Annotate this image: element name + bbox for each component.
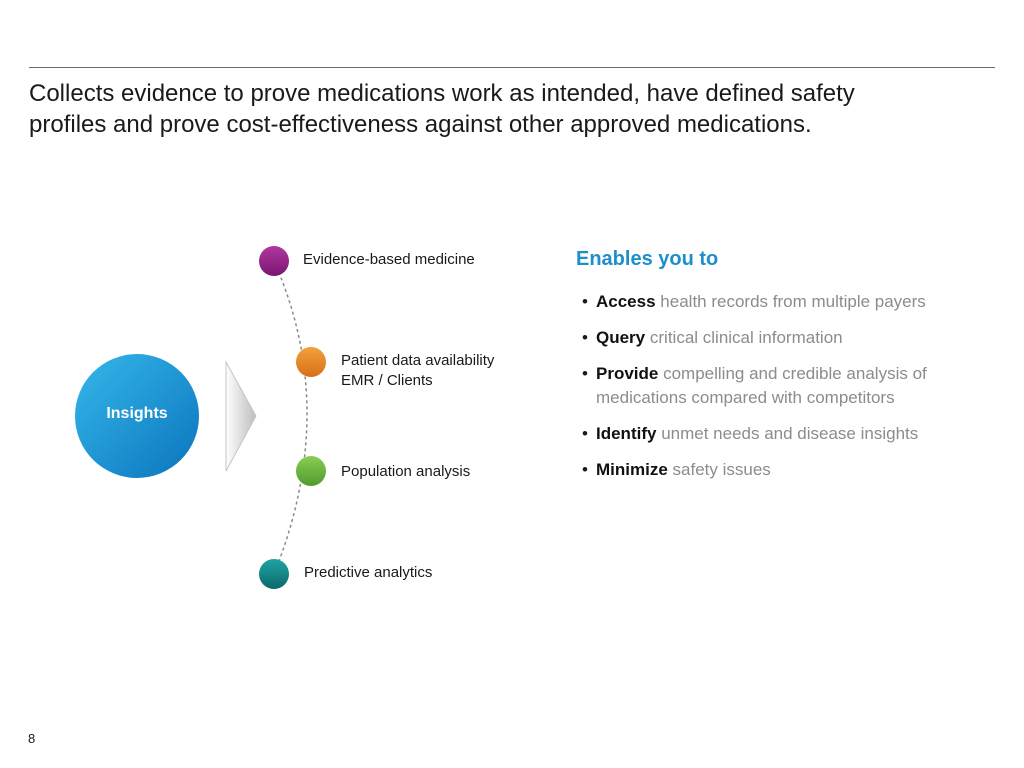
- headline-line-1: Collects evidence to prove medications w…: [29, 80, 855, 107]
- node-dot-evidence: [259, 246, 289, 276]
- benefit-text: compelling and credible analysis of medi…: [596, 364, 927, 407]
- bullet-dot-icon: •: [582, 424, 588, 443]
- benefit-text: critical clinical information: [649, 328, 843, 347]
- chevron-arrow-icon: [225, 360, 257, 472]
- node-label-line: Predictive analytics: [304, 564, 433, 581]
- top-divider: [29, 67, 995, 68]
- headline-line-2: profiles and prove cost-effectiveness ag…: [29, 111, 812, 138]
- bullet-dot-icon: •: [582, 292, 588, 311]
- node-label-line: EMR / Clients: [341, 372, 433, 389]
- benefit-verb: Identify: [596, 424, 657, 443]
- benefit-text: health records from multiple payers: [660, 292, 926, 311]
- node-label-predictive: Predictive analytics: [304, 563, 432, 583]
- bullet-dot-icon: •: [582, 364, 588, 383]
- enables-title: Enables you to: [576, 248, 719, 270]
- benefit-item: • Query critical clinical information: [582, 326, 1002, 350]
- node-label-line: Patient data availability: [341, 352, 495, 369]
- benefit-item: • Minimize safety issues: [582, 458, 1002, 482]
- page-number: 8: [28, 731, 36, 746]
- insights-label: Insights: [106, 405, 168, 422]
- node-label-population: Population analysis: [341, 462, 470, 482]
- node-label-line: Population analysis: [341, 463, 471, 480]
- headline: Collects evidence to prove medications w…: [29, 78, 989, 140]
- bullet-dot-icon: •: [582, 328, 588, 347]
- node-label-patient-data: Patient data availability EMR / Clients: [341, 351, 494, 391]
- connector-arc: [273, 260, 308, 575]
- benefit-verb: Access: [596, 292, 656, 311]
- node-dot-patient-data: [296, 347, 326, 377]
- benefit-item: • Identify unmet needs and disease insig…: [582, 422, 1002, 446]
- benefit-text: safety issues: [672, 460, 771, 479]
- insights-circle: [75, 354, 199, 478]
- node-dot-population: [296, 456, 326, 486]
- bullet-dot-icon: •: [582, 460, 588, 479]
- benefit-verb: Query: [596, 328, 646, 347]
- benefit-verb: Minimize: [596, 460, 668, 479]
- benefits-list: • Access health records from multiple pa…: [582, 290, 1002, 494]
- node-label-line: Evidence-based medicine: [303, 251, 475, 268]
- benefit-text: unmet needs and disease insights: [661, 424, 919, 443]
- node-dot-predictive: [259, 559, 289, 589]
- benefit-item: • Provide compelling and credible analys…: [582, 362, 1002, 410]
- node-label-evidence: Evidence-based medicine: [303, 250, 475, 270]
- benefit-verb: Provide: [596, 364, 659, 383]
- benefit-item: • Access health records from multiple pa…: [582, 290, 1002, 314]
